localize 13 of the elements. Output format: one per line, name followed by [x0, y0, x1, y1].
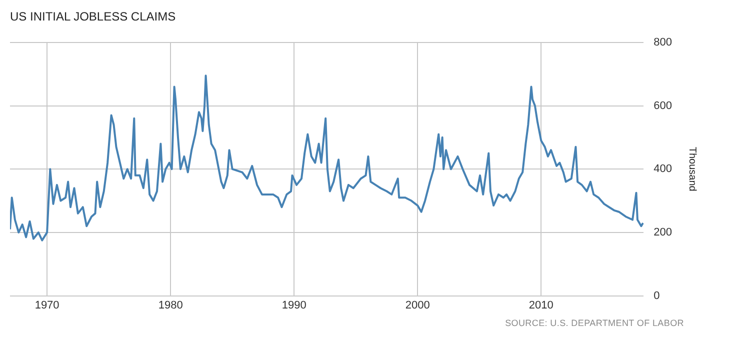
x-tick-label: 2010	[528, 299, 554, 312]
y-tick-label: 0	[654, 290, 660, 302]
y-tick-label: 400	[654, 163, 672, 176]
x-tick-label: 1970	[34, 299, 60, 312]
source-note: SOURCE: U.S. DEPARTMENT OF LABOR	[505, 318, 684, 328]
y-tick-label: 600	[654, 100, 672, 112]
y-tick-label: 800	[654, 36, 672, 48]
x-tick-label: 2000	[405, 299, 430, 312]
y-tick-label: 200	[654, 226, 672, 238]
x-tick-label: 1990	[282, 299, 306, 312]
x-tick-label: 1980	[158, 299, 183, 312]
chart-title: US INITIAL JOBLESS CLAIMS	[10, 10, 176, 24]
y-axis-title: Thousand	[686, 146, 698, 192]
